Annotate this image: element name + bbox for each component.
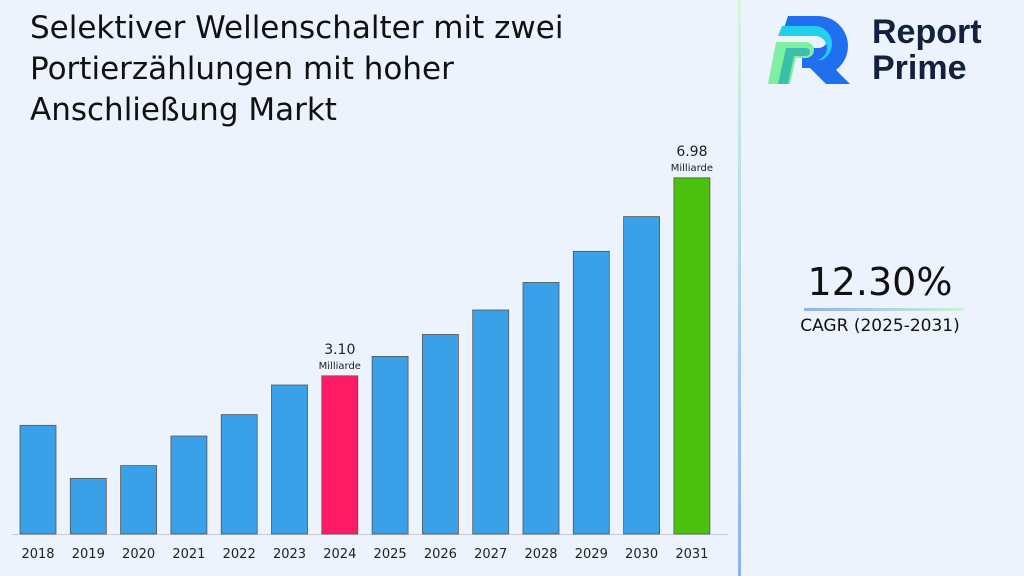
bar-2031 bbox=[673, 177, 711, 535]
bar-2024 bbox=[321, 375, 359, 535]
x-tick-label-2019: 2019 bbox=[72, 547, 105, 562]
x-tick-label-2023: 2023 bbox=[273, 547, 306, 562]
bar-2030 bbox=[623, 216, 660, 535]
x-tick-label-2022: 2022 bbox=[223, 547, 256, 562]
x-tick-label-2029: 2029 bbox=[575, 547, 608, 562]
bar-2022 bbox=[220, 414, 258, 535]
x-tick-label-2030: 2030 bbox=[625, 547, 658, 562]
bar-chart: 2018 2019 2020 2021 2022 2023 2024 3.10 Milliard… bbox=[12, 144, 728, 562]
logo-line1: Report bbox=[872, 13, 982, 51]
data-label-2024: 3.10 bbox=[324, 342, 355, 358]
bar-2019 bbox=[69, 477, 107, 535]
x-tick-label-2028: 2028 bbox=[524, 547, 557, 562]
bar-2028 bbox=[522, 282, 560, 535]
chart-title: Selektiver Wellenschalter mit zwei Porti… bbox=[30, 10, 564, 128]
bar-2018 bbox=[19, 424, 57, 535]
x-tick-label-2031: 2031 bbox=[675, 547, 708, 562]
data-label-unit-2024: Milliarde bbox=[319, 361, 361, 372]
report-prime-logo-icon bbox=[768, 16, 850, 84]
divider bbox=[738, 0, 741, 576]
bar-2023 bbox=[271, 384, 308, 535]
x-tick-label-2024: 2024 bbox=[323, 547, 356, 562]
x-tick-label-2018: 2018 bbox=[21, 547, 54, 562]
bar-2021 bbox=[170, 435, 208, 535]
logo-line2: Prime bbox=[872, 49, 967, 87]
data-label-2031: 6.98 bbox=[676, 144, 707, 160]
cagr-underline bbox=[804, 308, 964, 311]
x-tick-label-2021: 2021 bbox=[172, 547, 205, 562]
bar-2020 bbox=[120, 465, 157, 535]
x-tick-label-2026: 2026 bbox=[424, 547, 457, 562]
bar-2029 bbox=[572, 250, 610, 535]
cagr-label: CAGR (2025-2031) bbox=[800, 316, 960, 336]
bar-2026 bbox=[421, 334, 459, 535]
bar-2025 bbox=[371, 356, 409, 535]
logo-text: Report Prime bbox=[872, 14, 982, 86]
x-tick-label-2027: 2027 bbox=[474, 547, 507, 562]
bar-2027 bbox=[472, 309, 510, 535]
x-tick-label-2025: 2025 bbox=[374, 547, 407, 562]
cagr-value: 12.30% bbox=[807, 260, 953, 304]
x-tick-label-2020: 2020 bbox=[122, 547, 155, 562]
data-label-unit-2031: Milliarde bbox=[671, 163, 713, 174]
